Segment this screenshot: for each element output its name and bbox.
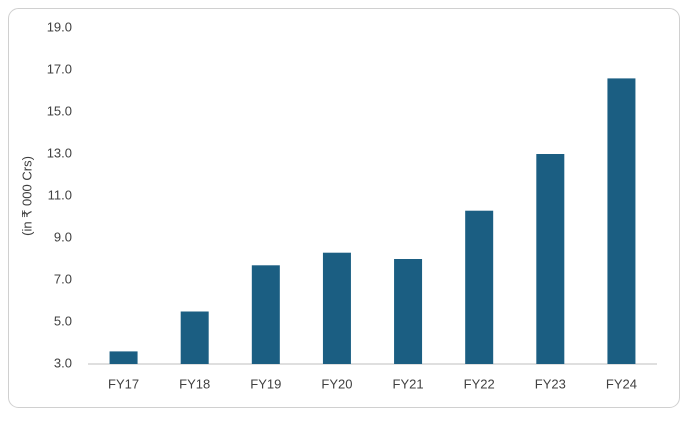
bar: [465, 210, 494, 364]
bar: [536, 154, 565, 364]
x-tick-label: FY18: [179, 376, 210, 391]
bar: [251, 265, 280, 364]
y-tick-label: 19.0: [47, 19, 72, 34]
x-tick-label: FY17: [108, 376, 139, 391]
x-tick-label: FY23: [535, 376, 566, 391]
x-tick-label: FY21: [393, 376, 424, 391]
y-tick-label: 7.0: [54, 271, 72, 286]
bar: [322, 252, 351, 364]
bar: [180, 311, 209, 364]
bar: [394, 259, 423, 364]
x-tick-label: FY22: [464, 376, 495, 391]
y-axis-label: (in ₹ 000 Crs): [19, 156, 34, 236]
y-tick-label: 15.0: [47, 103, 72, 118]
y-tick-label: 3.0: [54, 355, 72, 370]
bar: [607, 78, 636, 365]
x-tick-label: FY20: [321, 376, 352, 391]
x-tick-label: FY19: [250, 376, 281, 391]
y-tick-label: 13.0: [47, 145, 72, 160]
y-tick-label: 17.0: [47, 61, 72, 76]
card: [8, 8, 680, 408]
y-tick-label: 9.0: [54, 229, 72, 244]
y-tick-label: 11.0: [48, 187, 72, 202]
y-tick-label: 5.0: [54, 313, 72, 328]
bar: [109, 351, 138, 364]
x-tick-label: FY24: [606, 376, 637, 391]
